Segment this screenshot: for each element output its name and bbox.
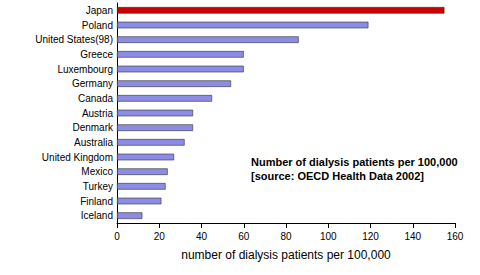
svg-text:Greece: Greece (80, 49, 113, 60)
svg-text:number of dialysis patients pe: number of dialysis patients per 100,000 (181, 248, 391, 262)
svg-text:Austria: Austria (82, 108, 114, 119)
svg-text:United Kingdom: United Kingdom (42, 152, 113, 163)
svg-text:Australia: Australia (74, 137, 113, 148)
svg-text:160: 160 (447, 231, 464, 242)
svg-text:60: 60 (238, 231, 250, 242)
svg-text:20: 20 (154, 231, 166, 242)
svg-text:Canada: Canada (78, 93, 113, 104)
svg-text:Japan: Japan (86, 5, 113, 16)
svg-text:Luxembourg: Luxembourg (57, 64, 113, 75)
svg-text:80: 80 (280, 231, 292, 242)
svg-text:Turkey: Turkey (83, 181, 113, 192)
svg-text:[source: OECD Health Data 2002: [source: OECD Health Data 2002] (251, 170, 424, 182)
svg-text:100: 100 (320, 231, 337, 242)
svg-text:Iceland: Iceland (81, 210, 113, 221)
svg-text:Germany: Germany (72, 78, 113, 89)
svg-text:140: 140 (404, 231, 421, 242)
svg-text:United States(98): United States(98) (35, 34, 113, 45)
svg-text:Number of dialysis patients pe: Number of dialysis patients per 100,000 (251, 156, 458, 168)
svg-text:0: 0 (114, 231, 120, 242)
svg-text:40: 40 (196, 231, 208, 242)
svg-text:Poland: Poland (82, 20, 113, 31)
svg-text:120: 120 (362, 231, 379, 242)
svg-text:Denmark: Denmark (72, 122, 114, 133)
svg-text:Finland: Finland (80, 196, 113, 207)
svg-text:Mexico: Mexico (81, 166, 113, 177)
